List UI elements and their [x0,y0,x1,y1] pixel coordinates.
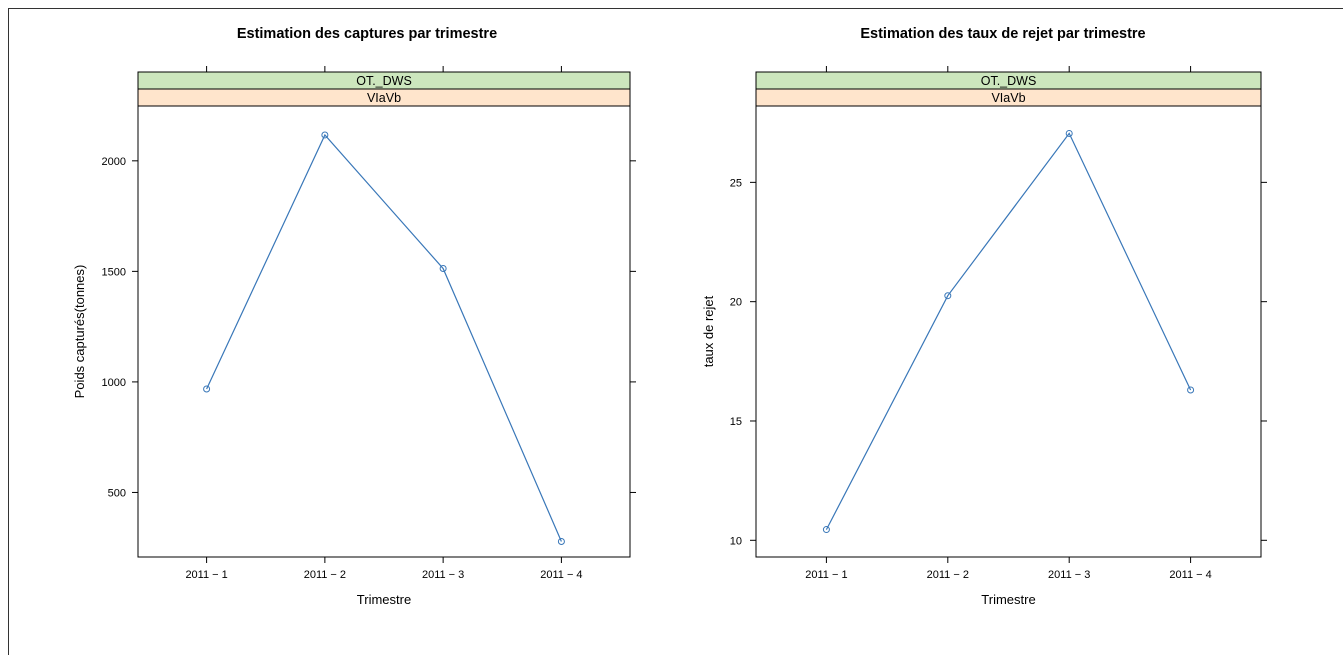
strip-label-bottom: VIaVb [991,91,1025,105]
y-axis-label: Poids capturés(tonnes) [72,265,87,399]
chart-title: Estimation des captures par trimestre [237,26,497,42]
strip-label-top: OT._DWS [356,74,412,88]
strip-label-bottom: VIaVb [367,91,401,105]
data-point [557,538,565,546]
y-tick-label: 1000 [102,377,126,389]
y-tick-label: 15 [730,416,742,428]
data-point [1187,386,1195,394]
y-tick-label: 1500 [102,266,126,278]
y-tick-label: 20 [730,297,742,309]
x-axis-label: Trimestre [981,592,1035,607]
y-axis-label: taux de rejet [701,295,716,367]
y-tick-label: 500 [108,487,126,499]
y-tick-label: 10 [730,535,742,547]
data-point [1065,129,1073,137]
x-axis-label: Trimestre [357,592,411,607]
panel-captures: Estimation des captures par trimestre OT.… [72,26,636,607]
strip-label-top: OT._DWS [981,74,1037,88]
chart-title: Estimation des taux de rejet par trimest… [860,26,1145,42]
x-tick-label: 2011 − 3 [422,569,464,581]
x-tick-label: 2011 − 2 [304,569,346,581]
x-tick-label: 2011 − 4 [540,569,582,581]
data-point [203,385,211,393]
data-point [944,292,952,300]
series-line [206,133,562,542]
x-tick-label: 2011 − 4 [1169,569,1211,581]
y-tick-label: 25 [730,177,742,189]
data-point [439,264,447,272]
figure-border-left [8,8,9,655]
x-tick-label: 2011 − 1 [805,569,847,581]
plot-frame [137,105,631,558]
plot-frame [755,105,1262,558]
series-line [825,132,1192,530]
x-tick-label: 2011 − 1 [185,569,227,581]
x-tick-label: 2011 − 3 [1048,569,1090,581]
figure-border-top [8,8,1343,9]
x-tick-label: 2011 − 2 [927,569,969,581]
data-point [822,526,830,534]
data-point [321,131,329,139]
y-tick-label: 2000 [102,156,126,168]
panel-taux-de-rejet: Estimation des taux de rejet par trimest… [701,26,1267,607]
